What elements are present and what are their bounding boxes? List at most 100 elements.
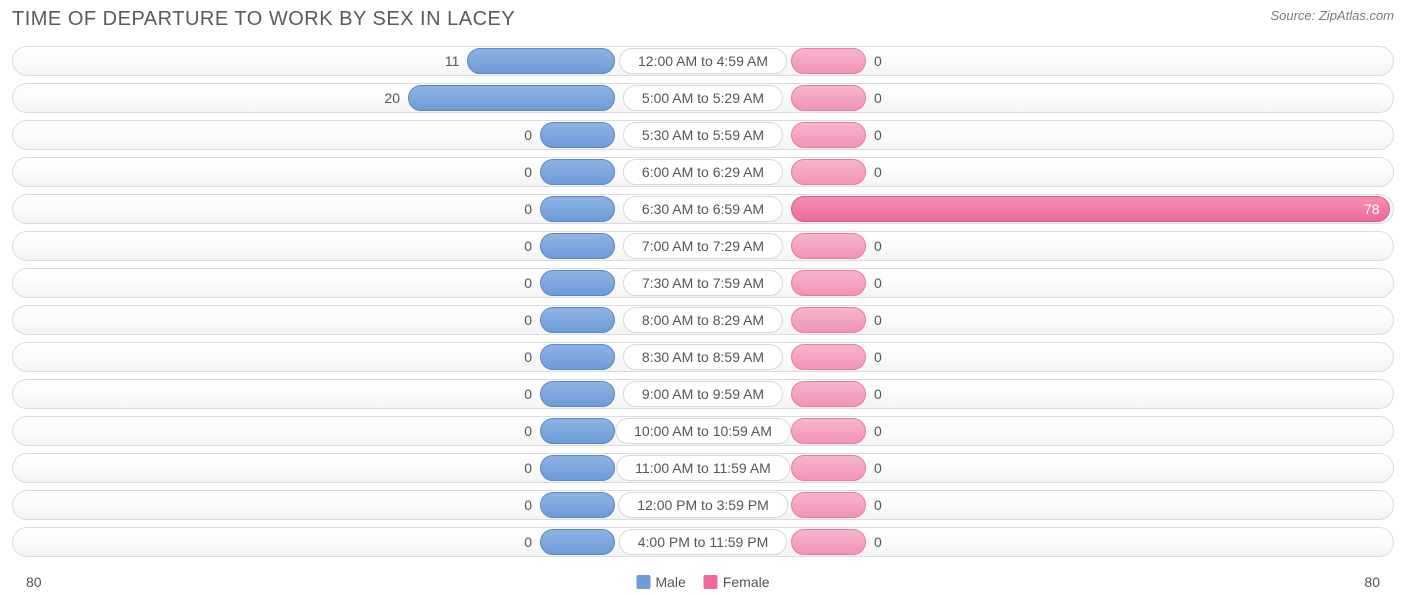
- male-bar: [540, 455, 615, 481]
- time-range-label: 12:00 AM to 4:59 AM: [619, 48, 787, 74]
- female-half: 0: [703, 344, 1394, 370]
- female-value: 78: [1364, 196, 1380, 222]
- chart-row: 008:30 AM to 8:59 AM: [12, 340, 1394, 374]
- male-bar: [540, 196, 615, 222]
- time-range-label: 5:00 AM to 5:29 AM: [623, 85, 783, 111]
- male-half: 20: [12, 85, 703, 111]
- female-half: 0: [703, 455, 1394, 481]
- female-bar: [791, 492, 866, 518]
- chart-row: 0 0 6:00 AM to 6:29 AM: [12, 155, 1394, 189]
- male-half: 0: [12, 233, 703, 259]
- male-half: 0: [12, 270, 703, 296]
- male-bar: [540, 122, 615, 148]
- male-value: 0: [524, 233, 532, 259]
- legend-male: Male: [636, 574, 685, 590]
- male-bar: [540, 492, 615, 518]
- male-half: 0: [12, 344, 703, 370]
- female-half: 0: [703, 381, 1394, 407]
- female-bar: [791, 344, 866, 370]
- time-range-label: 5:30 AM to 5:59 AM: [623, 122, 783, 148]
- male-value: 0: [524, 344, 532, 370]
- male-half: 0: [12, 381, 703, 407]
- male-value: 0: [524, 122, 532, 148]
- male-value: 0: [524, 529, 532, 555]
- chart-row: 0 0 8:00 AM to 8:29 AM: [12, 303, 1394, 337]
- chart-row: 11 0 12:00 AM to 4:59 AM: [12, 44, 1394, 78]
- male-value: 0: [524, 307, 532, 333]
- time-range-label: 9:00 AM to 9:59 AM: [623, 381, 783, 407]
- male-value: 0: [524, 455, 532, 481]
- header: TIME OF DEPARTURE TO WORK BY SEX IN LACE…: [12, 8, 1394, 44]
- male-value: 0: [524, 159, 532, 185]
- male-bar: [540, 529, 615, 555]
- axis-max-left: 80: [26, 574, 42, 590]
- female-half: 0: [703, 418, 1394, 444]
- female-half: 0: [703, 85, 1394, 111]
- male-bar: [540, 381, 615, 407]
- axis-max-right: 80: [1364, 574, 1380, 590]
- female-half: 0: [703, 122, 1394, 148]
- legend-female: Female: [704, 574, 770, 590]
- male-bar: [467, 48, 615, 74]
- female-half: 0: [703, 270, 1394, 296]
- male-bar: [540, 344, 615, 370]
- female-value: 0: [874, 492, 882, 518]
- chart-row: 0 0 12:00 PM to 3:59 PM: [12, 488, 1394, 522]
- male-value: 0: [524, 270, 532, 296]
- female-value: 0: [874, 48, 882, 74]
- time-range-label: 4:00 PM to 11:59 PM: [619, 529, 787, 555]
- time-range-label: 7:30 AM to 7:59 AM: [623, 270, 783, 296]
- chart-row: 20 05:00 AM to 5:29 AM: [12, 81, 1394, 115]
- female-half: 0: [703, 529, 1394, 555]
- female-half: 0: [703, 48, 1394, 74]
- female-bar: [791, 122, 866, 148]
- chart-container: TIME OF DEPARTURE TO WORK BY SEX IN LACE…: [0, 0, 1406, 595]
- male-half: 0: [12, 455, 703, 481]
- male-half: 0: [12, 122, 703, 148]
- female-value: 0: [874, 344, 882, 370]
- chart-row: 007:00 AM to 7:29 AM: [12, 229, 1394, 263]
- male-bar: [540, 418, 615, 444]
- female-bar: [791, 159, 866, 185]
- female-bar: [791, 307, 866, 333]
- female-bar: [791, 529, 866, 555]
- female-bar: [791, 48, 866, 74]
- female-half: 0: [703, 307, 1394, 333]
- legend: Male Female: [636, 574, 769, 590]
- female-bar: [791, 270, 866, 296]
- female-bar: [791, 455, 866, 481]
- female-half: 0: [703, 233, 1394, 259]
- male-value: 20: [384, 85, 400, 111]
- female-bar: [791, 418, 866, 444]
- female-half: 0: [703, 492, 1394, 518]
- chart-footer: 80 Male Female 80: [12, 569, 1394, 595]
- time-range-label: 8:00 AM to 8:29 AM: [623, 307, 783, 333]
- female-value: 0: [874, 307, 882, 333]
- chart-row: 0786:30 AM to 6:59 AM: [12, 192, 1394, 226]
- female-bar: [791, 85, 866, 111]
- legend-male-label: Male: [655, 574, 685, 590]
- female-value: 0: [874, 159, 882, 185]
- female-value: 0: [874, 122, 882, 148]
- female-value: 0: [874, 529, 882, 555]
- male-value: 0: [524, 196, 532, 222]
- chart-row: 0 0 4:00 PM to 11:59 PM: [12, 525, 1394, 559]
- time-range-label: 7:00 AM to 7:29 AM: [623, 233, 783, 259]
- female-value: 0: [874, 381, 882, 407]
- male-value: 0: [524, 418, 532, 444]
- time-range-label: 12:00 PM to 3:59 PM: [618, 492, 788, 518]
- female-value: 0: [874, 455, 882, 481]
- source-attribution: Source: ZipAtlas.com: [1270, 8, 1394, 23]
- chart-row: 0 0 5:30 AM to 5:59 AM: [12, 118, 1394, 152]
- male-half: 11: [12, 48, 703, 74]
- time-range-label: 6:00 AM to 6:29 AM: [623, 159, 783, 185]
- chart-title: TIME OF DEPARTURE TO WORK BY SEX IN LACE…: [12, 8, 515, 31]
- female-bar: [791, 381, 866, 407]
- female-bar: [791, 233, 866, 259]
- male-bar: [408, 85, 615, 111]
- male-value: 11: [445, 48, 460, 74]
- male-value: 0: [524, 492, 532, 518]
- male-half: 0: [12, 307, 703, 333]
- female-swatch-icon: [704, 575, 718, 589]
- chart-row: 009:00 AM to 9:59 AM: [12, 377, 1394, 411]
